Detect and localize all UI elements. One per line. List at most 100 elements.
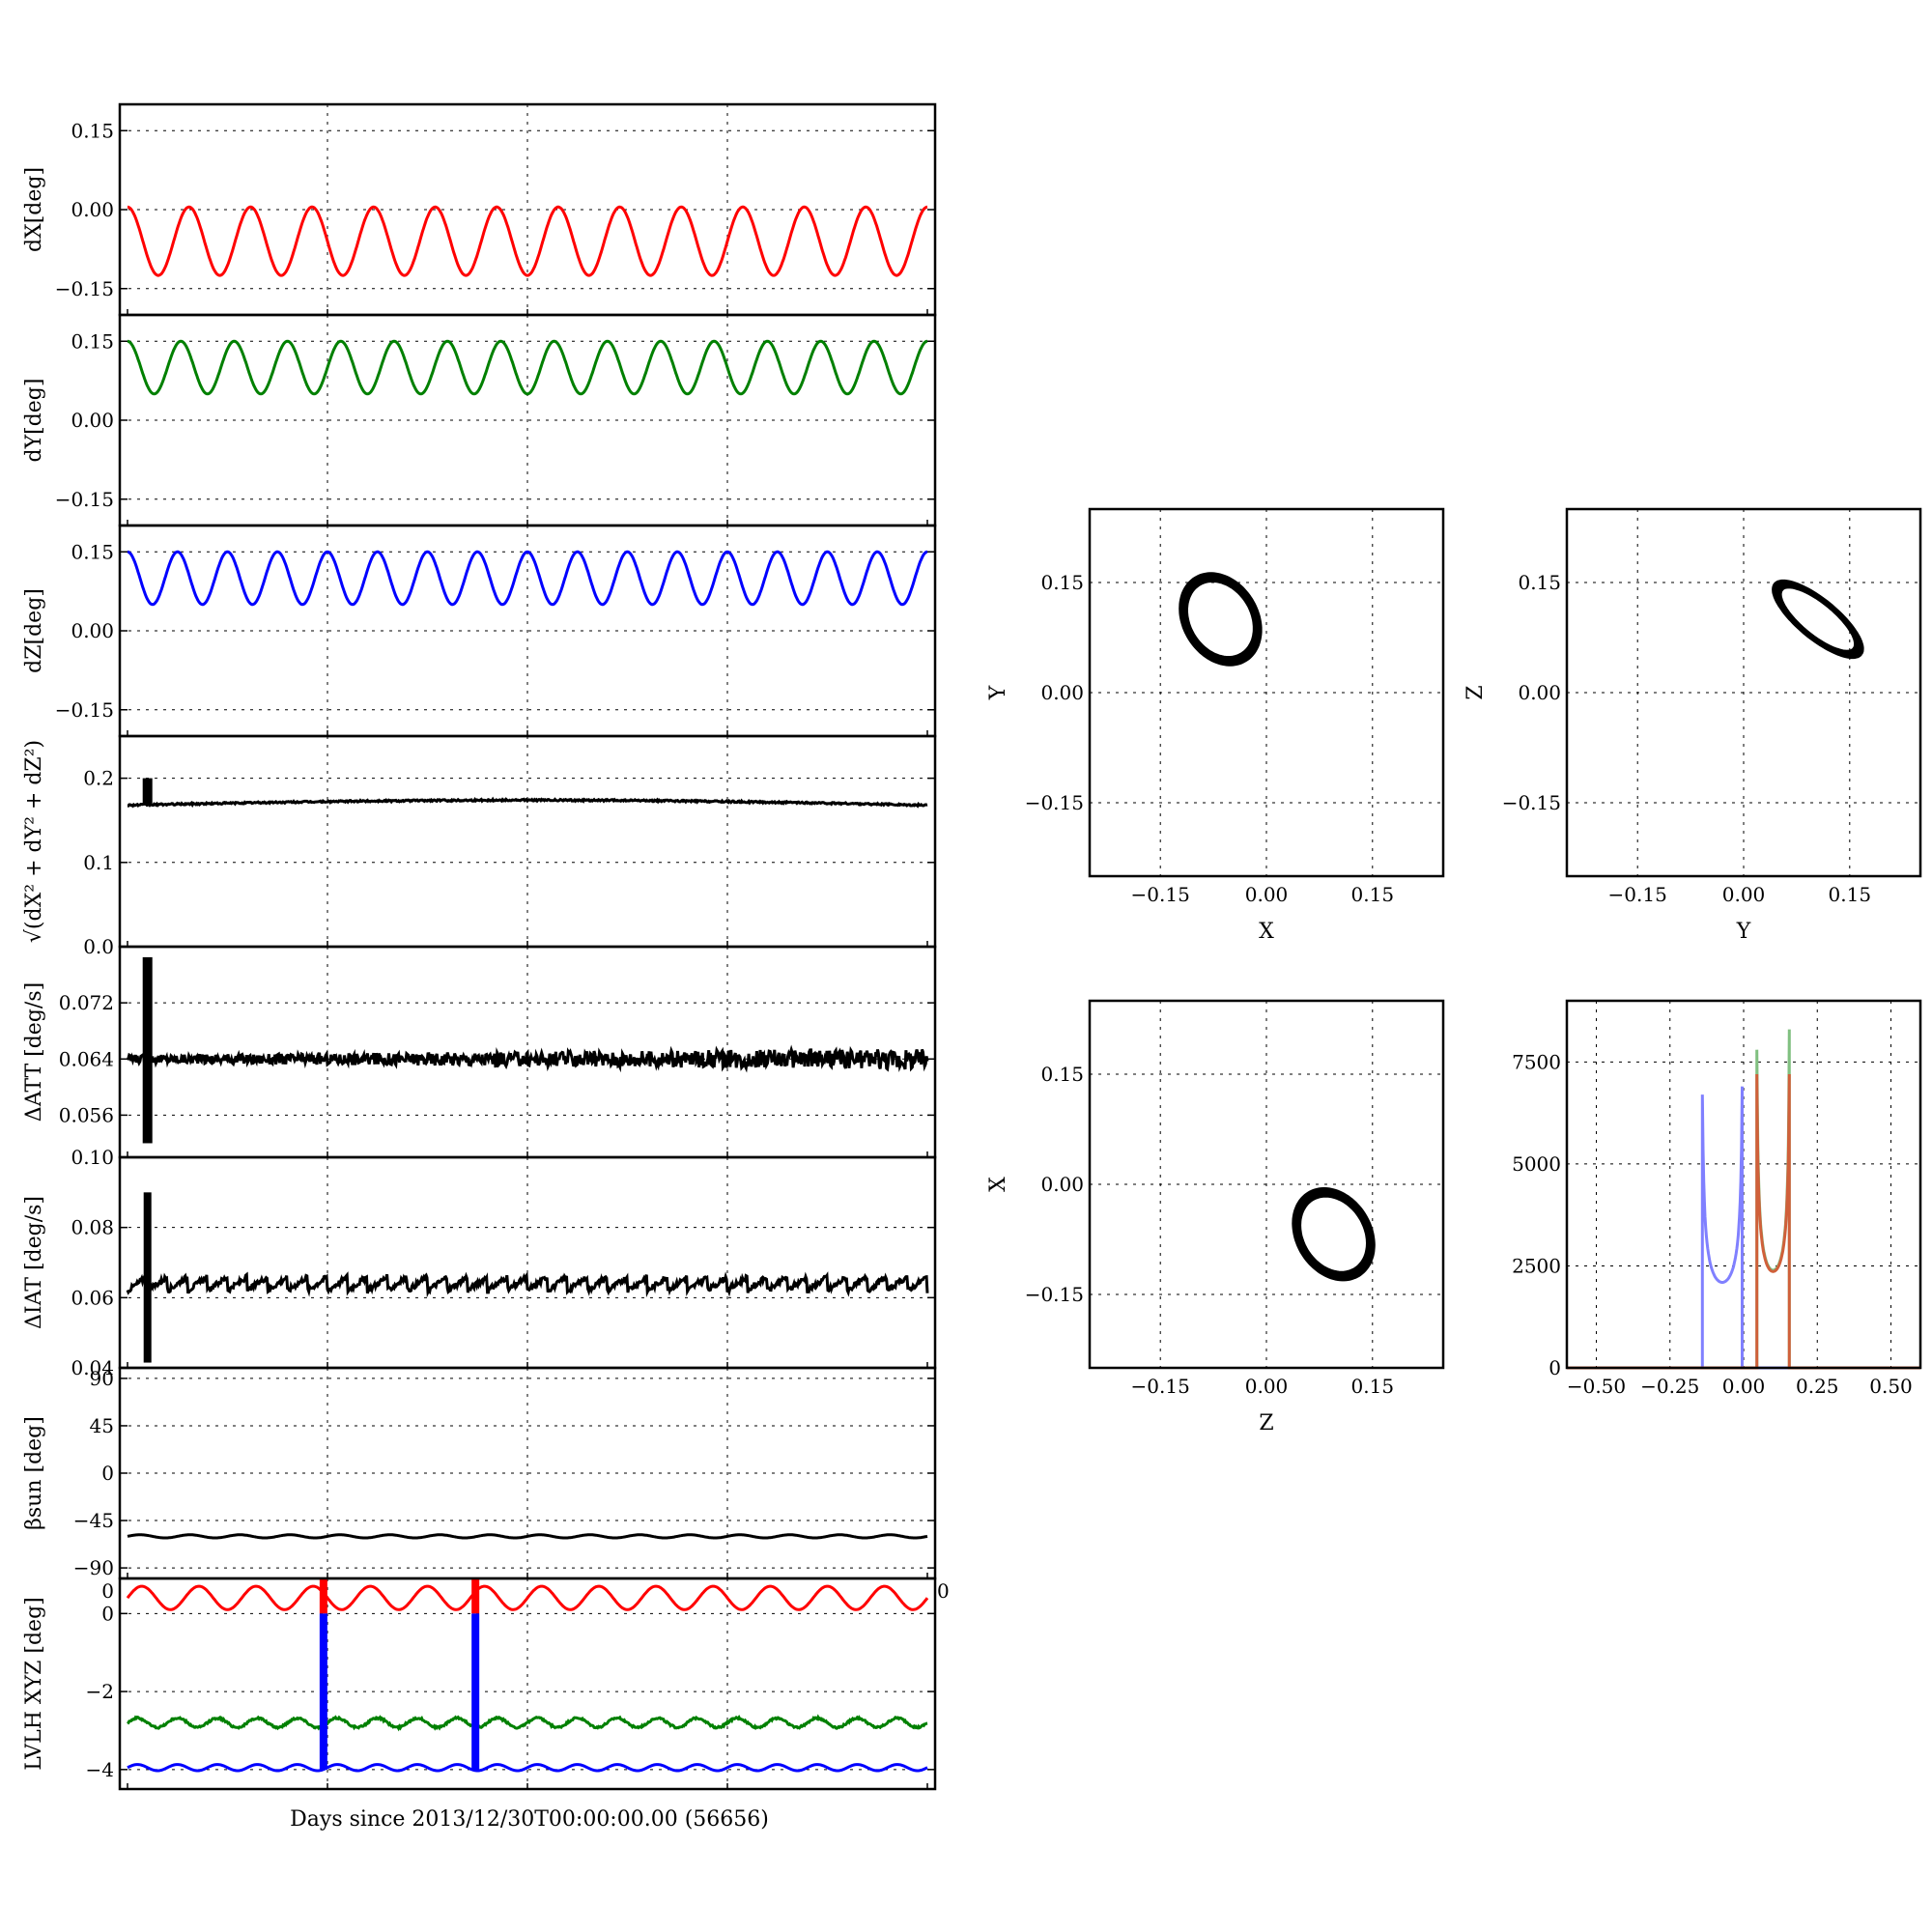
series-line	[127, 550, 928, 607]
panel-frame	[1565, 999, 1922, 1370]
series-line	[127, 205, 928, 277]
y-tick-label: −0.15	[55, 488, 114, 511]
y-tick-label: −4	[86, 1758, 114, 1781]
y-tick-label: 0.15	[71, 540, 114, 563]
y-tick-label: 0.00	[1040, 681, 1084, 704]
panel-dx: 0.15 0.00 −0.15 dX[deg]	[22, 102, 937, 317]
series-line	[126, 1044, 929, 1073]
jump-z	[319, 1613, 327, 1770]
y-axis-label: dX[deg]	[22, 167, 46, 252]
y-axis-label: dY[deg]	[22, 379, 46, 463]
y-tick-label: 0.00	[71, 409, 114, 432]
scatter-zx: −0.15 −0.15 0.00 0.00 0.15 0.15 Z X	[986, 999, 1445, 1435]
x-tick-label: −0.25	[1640, 1375, 1699, 1398]
y-tick-label: 0.1	[83, 851, 114, 874]
panel-frame	[1565, 507, 1922, 878]
plot-area	[127, 205, 928, 277]
x-tick-label: 0.25	[1796, 1375, 1839, 1398]
top-left-label: 0	[101, 1579, 114, 1603]
y-tick-label: −0.15	[1025, 1283, 1084, 1306]
series-line	[126, 1270, 929, 1298]
x-tick-label: −0.15	[1131, 1375, 1190, 1398]
y-axis-label: ΔIAT [deg/s]	[22, 1196, 46, 1329]
x-tick-label: 0.15	[1351, 1375, 1395, 1398]
panel-norm: 0.2 0.1 0.0 √(dX² + dY² + dZ²)	[22, 734, 937, 958]
x-tick-label: 0.00	[1245, 1375, 1289, 1398]
y-tick-label: −0.15	[55, 277, 114, 300]
jump-x	[471, 1578, 480, 1614]
y-tick-label: 0.064	[59, 1047, 114, 1070]
y-axis-label: Z	[1463, 685, 1488, 699]
panel-beta: 90 45 0 −45 −90 βsun [deg]	[22, 1366, 937, 1580]
series-line	[127, 1533, 928, 1540]
plot-area	[127, 550, 928, 607]
y-tick-label: 0.00	[71, 198, 114, 221]
scatter-yz: −0.15 −0.15 0.00 0.00 0.15 0.15 Y Z	[1463, 507, 1922, 944]
x-tick-label: −0.15	[1608, 883, 1667, 906]
x-tick-label: 0.15	[1351, 883, 1395, 906]
jump-x	[319, 1578, 327, 1614]
y-tick-label: 0.10	[71, 1146, 114, 1169]
y-tick-label: 0.0	[83, 935, 114, 958]
y-axis-label: √(dX² + dY² + dZ²)	[22, 740, 46, 943]
scatter-xy: −0.15 −0.15 0.00 0.00 0.15 0.15 X Y	[986, 507, 1445, 944]
orbit-loop	[1773, 580, 1863, 659]
panel-dz: 0.15 0.00 −0.15 dZ[deg]	[22, 524, 937, 738]
y-tick-label: 0.00	[71, 619, 114, 642]
y-tick-label: 0	[1548, 1356, 1561, 1379]
plot-area	[127, 778, 928, 809]
y-axis-label: X	[986, 1177, 1010, 1192]
plot-area	[126, 1578, 929, 1773]
y-tick-label: 0.15	[1518, 571, 1561, 594]
series-x	[126, 1584, 929, 1611]
y-tick-label: 2500	[1512, 1254, 1561, 1277]
panel-diat: 0.10 0.08 0.06 0.04 ΔIAT [deg/s]	[22, 1146, 937, 1379]
y-axis-label: βsun [deg]	[22, 1416, 46, 1530]
spike	[142, 956, 153, 1144]
panel-frame	[1088, 507, 1445, 878]
x-axis-label: X	[1259, 920, 1274, 944]
panel-datt: 0.072 0.064 0.056 ΔATT [deg/s]	[22, 945, 937, 1159]
y-tick-label: 0.056	[59, 1103, 114, 1126]
x-tick-label: 0.00	[1722, 883, 1766, 906]
y-tick-label: −0.15	[1502, 791, 1561, 814]
histogram-panel: −0.50 −0.25 0.00 0.25 0.50 0 2500 5000 7500	[1512, 999, 1922, 1398]
x-tick-label: −0.50	[1567, 1375, 1626, 1398]
x-tick-label: 0.50	[1869, 1375, 1913, 1398]
time-series-panels: 0.150.00−0.15dX[deg]0.150.00−0.15dY[deg]…	[22, 102, 950, 1791]
plot-area	[126, 1192, 929, 1363]
orbit-loop	[1772, 579, 1864, 660]
series-y	[127, 1714, 928, 1732]
y-tick-label: −0.15	[1025, 791, 1084, 814]
y-tick-label: 0.15	[1040, 571, 1084, 594]
x-tick-label: 0.00	[1722, 1375, 1766, 1398]
time-xlabel: Days since 2013/12/30T00:00:00.00 (56656…	[290, 1807, 769, 1832]
y-axis-label: dZ[deg]	[22, 588, 46, 673]
orbit-loops	[1179, 572, 1263, 667]
y-tick-label: 0	[101, 1602, 114, 1625]
y-axis-label: ΔATT [deg/s]	[22, 982, 46, 1122]
spike	[143, 1192, 152, 1363]
y-tick-label: 0.15	[1040, 1063, 1084, 1086]
y-tick-label: 5000	[1512, 1152, 1561, 1176]
series-z	[127, 1763, 928, 1773]
y-tick-label: 0.04	[71, 1356, 114, 1379]
x-axis-label: Y	[1736, 920, 1751, 944]
x-tick-label: 0.15	[1829, 883, 1872, 906]
y-axis-label: LVLH XYZ [deg]	[22, 1597, 46, 1771]
y-axis-label: Y	[986, 685, 1010, 700]
panel-frame	[1088, 999, 1445, 1370]
orbit-loop	[1179, 572, 1263, 667]
plot-area	[127, 339, 928, 396]
y-tick-label: 0	[101, 1462, 114, 1485]
y-tick-label: 0.2	[83, 767, 114, 790]
y-tick-label: 0.15	[71, 119, 114, 142]
y-tick-label: 45	[90, 1414, 114, 1437]
y-tick-label: −0.15	[55, 698, 114, 722]
y-tick-label: 0.072	[59, 991, 114, 1014]
plot-area	[127, 1533, 928, 1540]
x-tick-label: −0.15	[1131, 883, 1190, 906]
jump-z	[471, 1613, 480, 1770]
